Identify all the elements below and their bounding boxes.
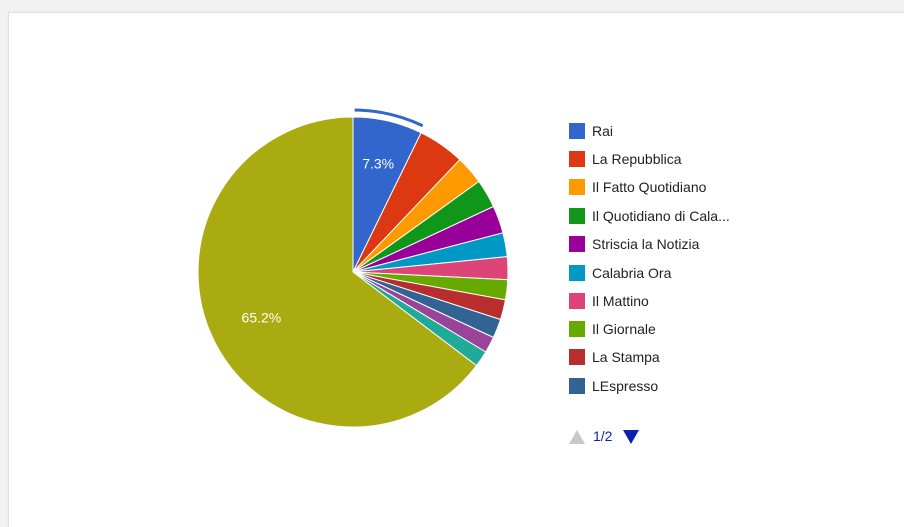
chart-panel: 7.3% 65.2% Rai La Repubblica Il Fatto Quo…: [8, 12, 904, 527]
triangle-down-icon[interactable]: [623, 430, 639, 444]
legend-label: La Repubblica: [592, 151, 682, 167]
legend-swatch: [569, 321, 585, 337]
legend-label: Calabria Ora: [592, 265, 672, 281]
legend-label: Il Giornale: [592, 321, 656, 337]
legend-swatch: [569, 349, 585, 365]
legend-label: La Stampa: [592, 349, 660, 365]
slice-label: 65.2%: [242, 310, 282, 326]
legend-swatch: [569, 179, 585, 195]
legend-swatch: [569, 123, 585, 139]
pie-slice[interactable]: [197, 116, 478, 428]
legend-label: LEspresso: [592, 378, 659, 394]
legend-swatch: [569, 151, 585, 167]
legend-swatch: [569, 208, 585, 224]
legend-label: Il Fatto Quotidiano: [592, 179, 707, 195]
legend-swatch: [569, 378, 585, 394]
triangle-up-icon[interactable]: [569, 430, 585, 444]
legend-swatch: [569, 236, 585, 252]
slice-label: 7.3%: [362, 155, 394, 171]
pie-chart: 7.3% 65.2%: [197, 108, 509, 428]
pager-label: 1/2: [593, 428, 613, 444]
legend-label: Rai: [592, 123, 614, 139]
legend-swatch: [569, 265, 585, 281]
legend-label: Il Mattino: [592, 293, 649, 309]
selection-ring: [354, 108, 424, 128]
legend-swatch: [569, 293, 585, 309]
legend-label: Striscia la Notizia: [592, 236, 700, 252]
legend-label: Il Quotidiano di Cala...: [592, 208, 730, 224]
